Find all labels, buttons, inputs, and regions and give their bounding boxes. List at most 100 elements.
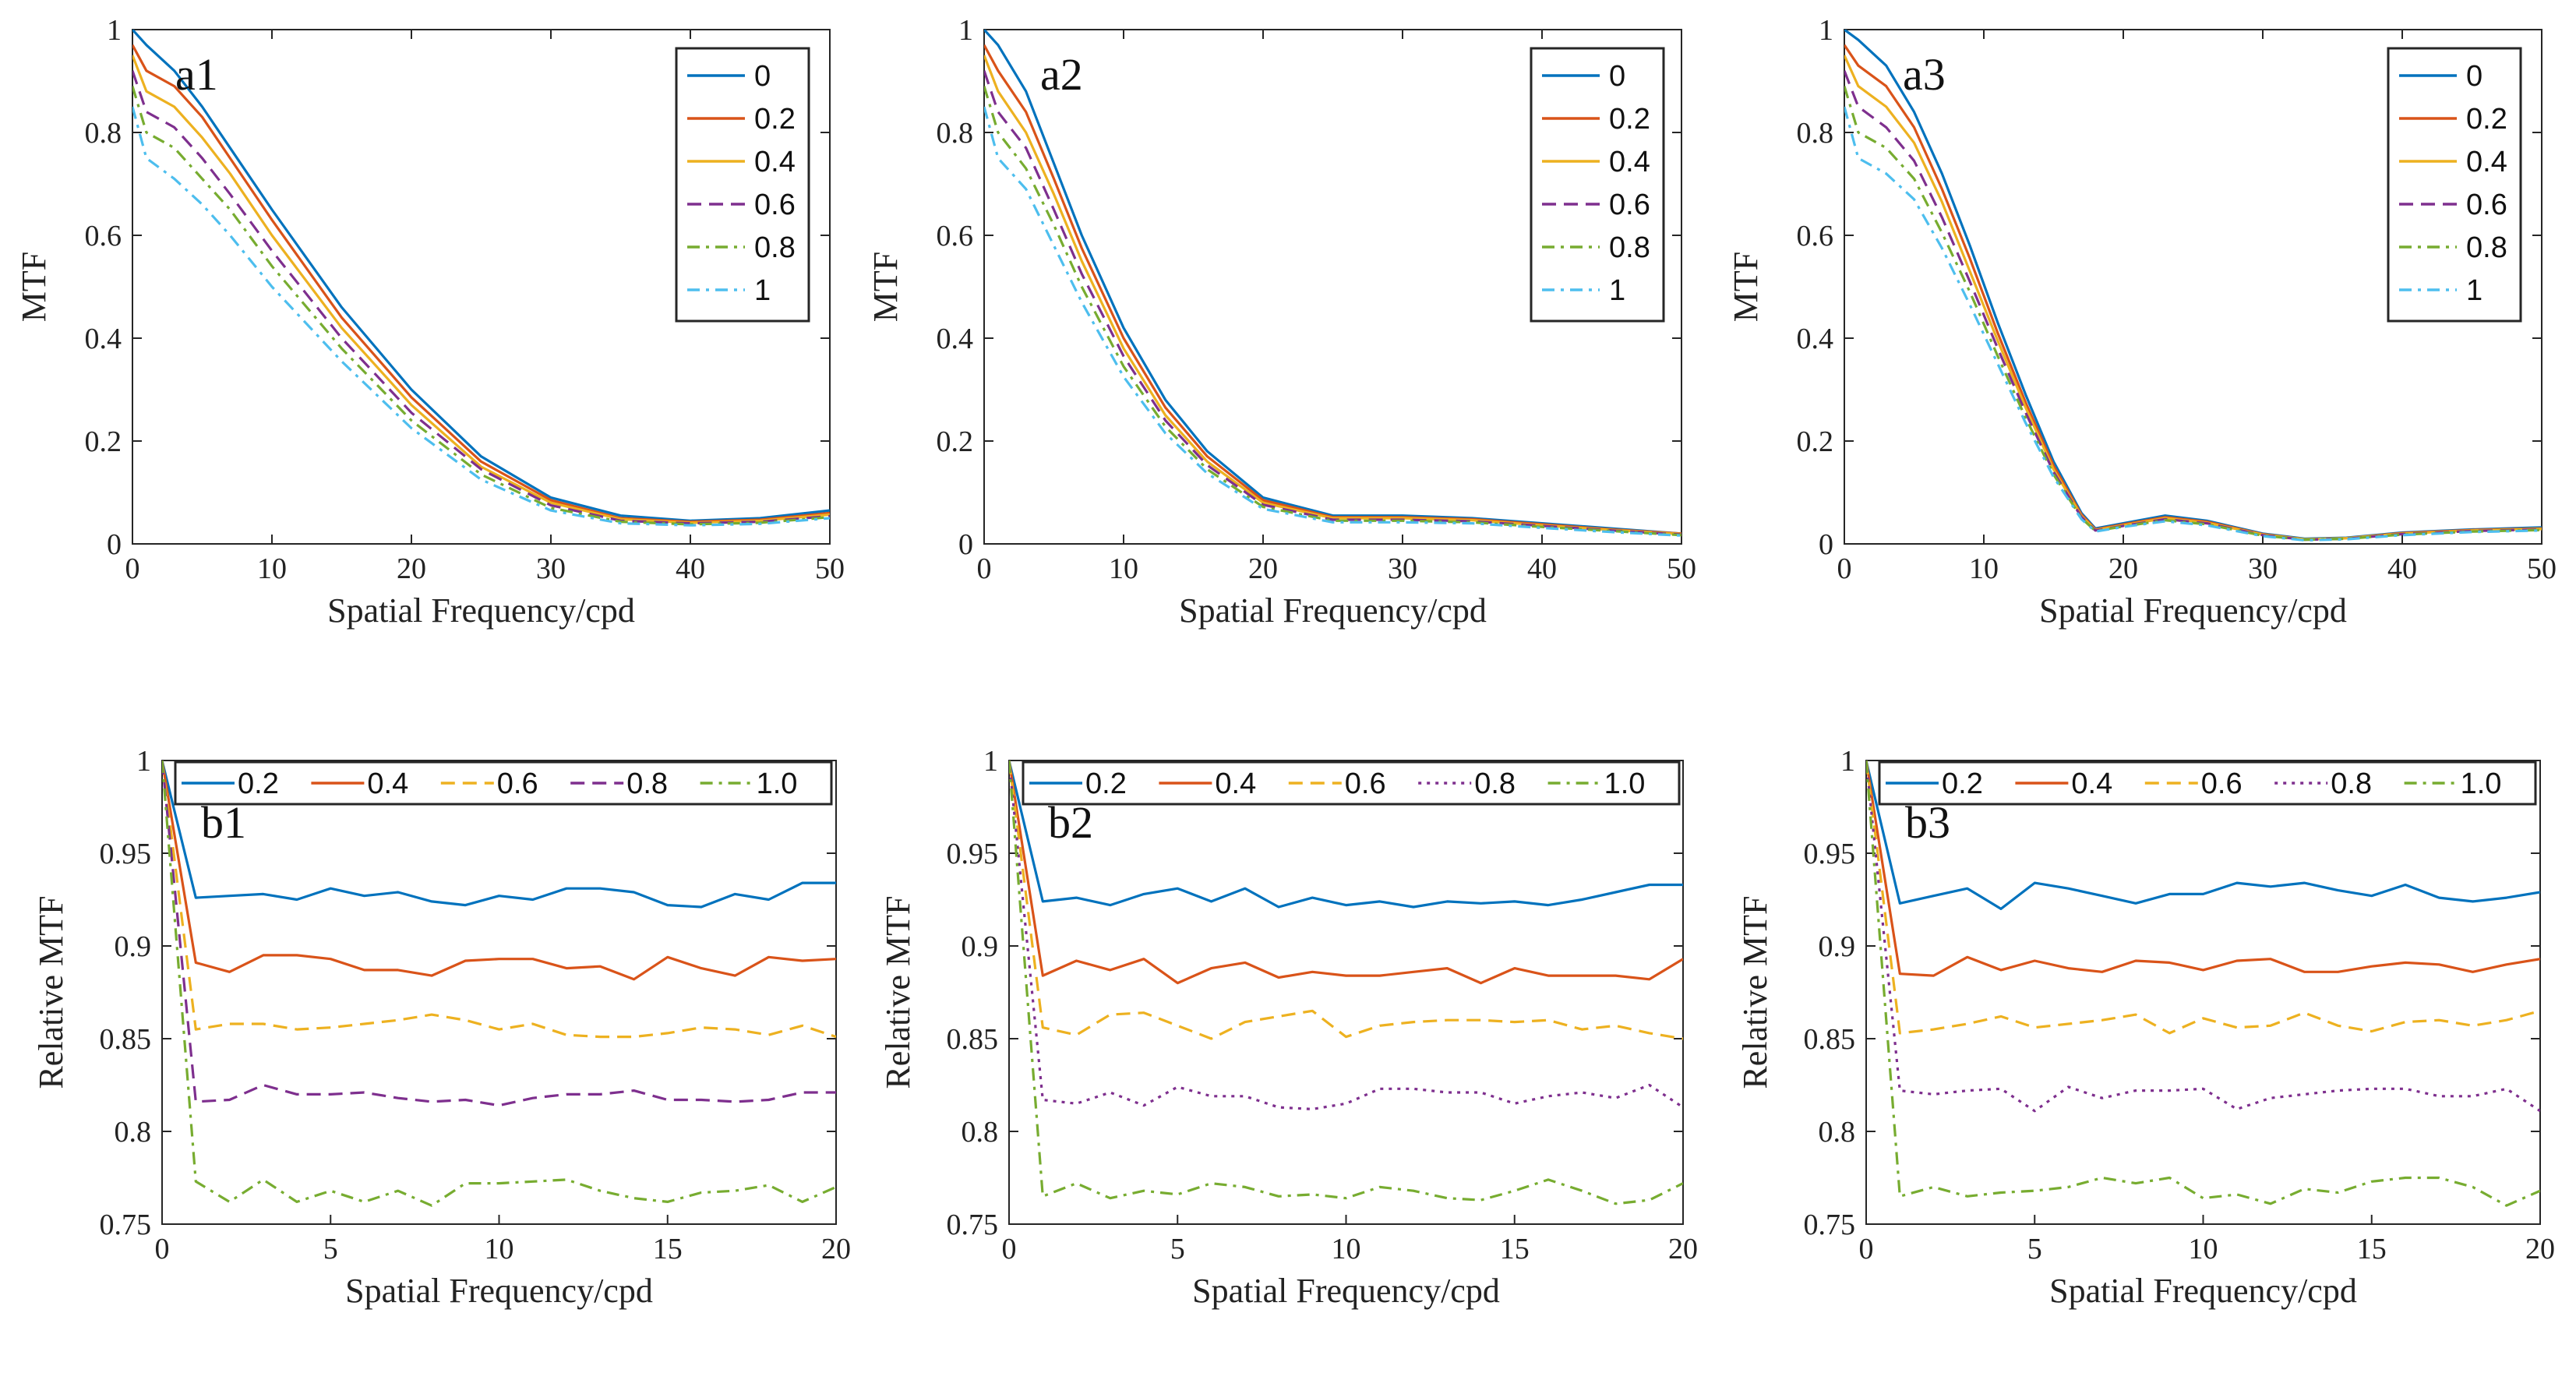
y-tick-label: 0.75 bbox=[947, 1209, 999, 1241]
x-axis-label: Spatial Frequency/cpd bbox=[327, 591, 635, 630]
plot-area bbox=[1008, 760, 1684, 1225]
x-tick-label: 20 bbox=[397, 552, 426, 585]
y-tick-label: 0.8 bbox=[937, 117, 974, 150]
legend-label: 0 bbox=[754, 60, 771, 93]
x-tick-label: 10 bbox=[257, 552, 287, 585]
legend-label: 0.4 bbox=[1215, 768, 1256, 800]
x-tick-label: 0 bbox=[1837, 552, 1852, 585]
series-line-1 bbox=[132, 106, 830, 527]
y-tick-label: 0 bbox=[107, 528, 122, 561]
legend-label: 0.4 bbox=[2466, 146, 2507, 178]
legend: 0.2 0.4 0.6 0.8 1.0 bbox=[1022, 761, 1681, 806]
x-tick-label: 15 bbox=[653, 1233, 683, 1265]
y-tick-label: 0.9 bbox=[1819, 930, 1856, 963]
x-tick-label: 0 bbox=[125, 552, 140, 585]
legend-label: 1.0 bbox=[1604, 768, 1646, 800]
series-line-0.4 bbox=[984, 55, 1681, 536]
legend: 0 0.2 0.4 0.6 0.8 1 bbox=[1530, 47, 1665, 323]
x-axis-label: Spatial Frequency/cpd bbox=[1192, 1272, 1500, 1310]
legend-label: 1 bbox=[754, 274, 771, 307]
legend-label: 0.6 bbox=[1609, 189, 1650, 221]
legend-label: 0.2 bbox=[754, 103, 796, 136]
y-tick-label: 0 bbox=[958, 528, 973, 561]
y-tick-label: 0.8 bbox=[115, 1116, 152, 1149]
series-line-0.8 bbox=[1009, 761, 1683, 1111]
series-line-0.8 bbox=[132, 86, 830, 526]
plot-area bbox=[1865, 760, 2541, 1225]
x-tick-label: 30 bbox=[536, 552, 566, 585]
x-tick-label: 15 bbox=[1500, 1233, 1530, 1265]
x-tick-label: 10 bbox=[2189, 1233, 2218, 1265]
x-tick-label: 30 bbox=[1388, 552, 1417, 585]
legend-label: 0.2 bbox=[1609, 103, 1650, 136]
x-tick-label: 5 bbox=[2027, 1233, 2042, 1265]
series-line-0.4 bbox=[162, 761, 836, 981]
y-tick-label: 0.85 bbox=[100, 1023, 152, 1056]
legend-label: 0.8 bbox=[2331, 768, 2372, 800]
panel-label: a3 bbox=[1903, 49, 1946, 100]
x-tick-label: 40 bbox=[2387, 552, 2417, 585]
series-line-1 bbox=[1844, 106, 2542, 542]
legend-label: 0.2 bbox=[1942, 768, 1983, 800]
y-tick-label: 0.4 bbox=[1797, 323, 1834, 355]
panel-label: a1 bbox=[175, 49, 218, 100]
y-tick-label: 1 bbox=[958, 14, 973, 47]
y-tick-label: 0.2 bbox=[937, 425, 974, 458]
chart-panel-b3: 0 5 10 15 20 0.75 0.8 0.85 0.9 0.95 1 Spatial Frequ… bbox=[1736, 745, 2555, 1310]
panel-label: a2 bbox=[1040, 49, 1083, 100]
y-axis-label: Relative MTF bbox=[32, 895, 70, 1089]
x-tick-label: 50 bbox=[2527, 552, 2557, 585]
series-line-0.6 bbox=[1009, 761, 1683, 1040]
panel-label: b2 bbox=[1048, 797, 1093, 848]
x-axis-label: Spatial Frequency/cpd bbox=[345, 1272, 653, 1310]
x-tick-label: 10 bbox=[1332, 1233, 1361, 1265]
y-tick-label: 0 bbox=[1819, 528, 1833, 561]
legend-label: 1.0 bbox=[757, 768, 798, 800]
y-tick-label: 0.8 bbox=[1797, 117, 1834, 150]
legend-label: 0.8 bbox=[1474, 768, 1516, 800]
x-tick-label: 10 bbox=[485, 1233, 514, 1265]
series-line-0.2 bbox=[1009, 761, 1683, 909]
legend-label: 0.4 bbox=[754, 146, 796, 178]
legend-label: 0.8 bbox=[2466, 231, 2507, 264]
series-line-1.0 bbox=[1866, 761, 2540, 1207]
legend-label: 0.2 bbox=[2466, 103, 2507, 136]
legend-label: 0.6 bbox=[1345, 768, 1386, 800]
legend-label: 1 bbox=[1609, 274, 1625, 307]
y-tick-label: 0.6 bbox=[1797, 220, 1834, 252]
y-tick-label: 0.9 bbox=[115, 930, 152, 963]
y-tick-label: 0.8 bbox=[962, 1116, 999, 1149]
legend-label: 0.4 bbox=[1609, 146, 1650, 178]
series-line-0.6 bbox=[162, 761, 836, 1039]
y-tick-label: 0.85 bbox=[947, 1023, 999, 1056]
x-tick-label: 5 bbox=[1170, 1233, 1185, 1265]
y-tick-label: 0.75 bbox=[1804, 1209, 1856, 1241]
legend-label: 0.6 bbox=[497, 768, 538, 800]
x-tick-label: 40 bbox=[1527, 552, 1557, 585]
y-tick-label: 0.2 bbox=[1797, 425, 1834, 458]
x-tick-label: 20 bbox=[1248, 552, 1278, 585]
legend-box bbox=[1878, 761, 2537, 806]
y-tick-label: 1 bbox=[107, 14, 122, 47]
y-tick-label: 0.4 bbox=[85, 323, 122, 355]
x-tick-label: 10 bbox=[1109, 552, 1138, 585]
x-tick-label: 30 bbox=[2248, 552, 2278, 585]
legend-label: 1.0 bbox=[2461, 768, 2502, 800]
legend-box bbox=[1530, 47, 1665, 323]
series-line-0.8 bbox=[162, 761, 836, 1107]
y-axis-label: MTF bbox=[1727, 252, 1765, 322]
chart-panel-b2: 0 5 10 15 20 0.75 0.8 0.85 0.9 0.95 1 Spatial Frequ… bbox=[879, 745, 1698, 1310]
legend-label: 0.8 bbox=[1609, 231, 1650, 264]
y-tick-label: 0.95 bbox=[100, 838, 152, 870]
legend-box bbox=[2387, 47, 2522, 323]
y-tick-label: 1 bbox=[1840, 745, 1855, 778]
legend: 0 0.2 0.4 0.6 0.8 1 bbox=[675, 47, 810, 323]
y-tick-label: 1 bbox=[136, 745, 151, 778]
y-tick-label: 0.2 bbox=[85, 425, 122, 458]
legend-label: 0 bbox=[2466, 60, 2482, 93]
legend-label: 0.6 bbox=[2466, 189, 2507, 221]
series-line-0.4 bbox=[1009, 761, 1683, 985]
series-line-0.8 bbox=[1866, 761, 2540, 1113]
